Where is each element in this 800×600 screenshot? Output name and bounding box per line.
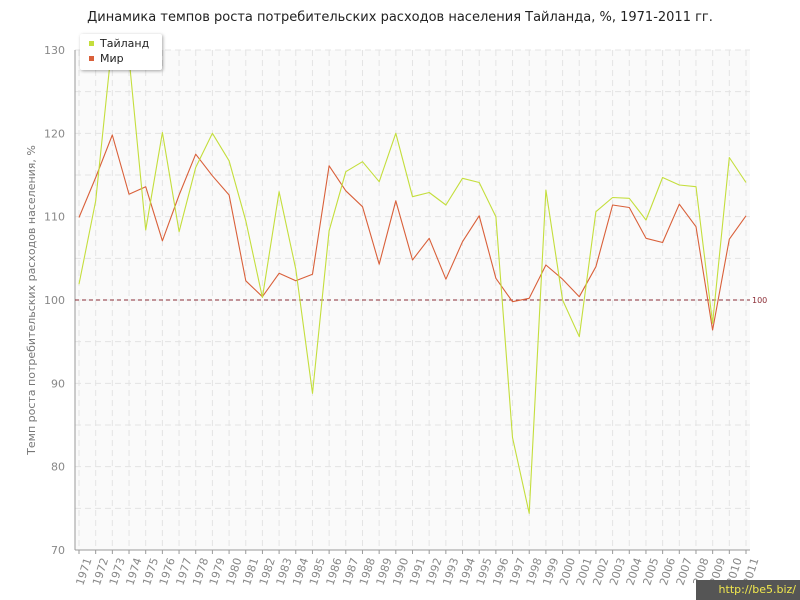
y-axis-title: Темп роста потребительских расходов насе… (25, 145, 38, 456)
legend-label-world: Мир (100, 52, 124, 65)
y-tick-label: 130 (44, 44, 65, 57)
chart-title: Динамика темпов роста потребительских ра… (87, 10, 713, 25)
y-tick-label: 80 (51, 461, 65, 474)
y-tick-label: 100 (44, 294, 65, 307)
legend-item-thailand[interactable]: Тайланд (89, 37, 149, 51)
series-line-world (78, 134, 747, 331)
legend: Тайланд Мир (80, 34, 162, 70)
y-tick-label: 110 (44, 211, 65, 224)
legend-item-world[interactable]: Мир (89, 52, 124, 66)
legend-swatch-thailand (89, 40, 94, 46)
legend-label-thailand: Тайланд (100, 37, 150, 50)
reference-line-group: 100 (75, 296, 767, 305)
y-tick-label: 90 (51, 377, 65, 390)
y-tick-label: 120 (44, 127, 65, 140)
reference-line-label: 100 (752, 296, 767, 305)
y-tick-label: 70 (51, 544, 65, 557)
series-lines (78, 40, 747, 514)
series-line-thailand (78, 40, 747, 514)
legend-swatch-world (89, 55, 94, 61)
watermark-link[interactable]: http://be5.biz/ (696, 580, 800, 600)
